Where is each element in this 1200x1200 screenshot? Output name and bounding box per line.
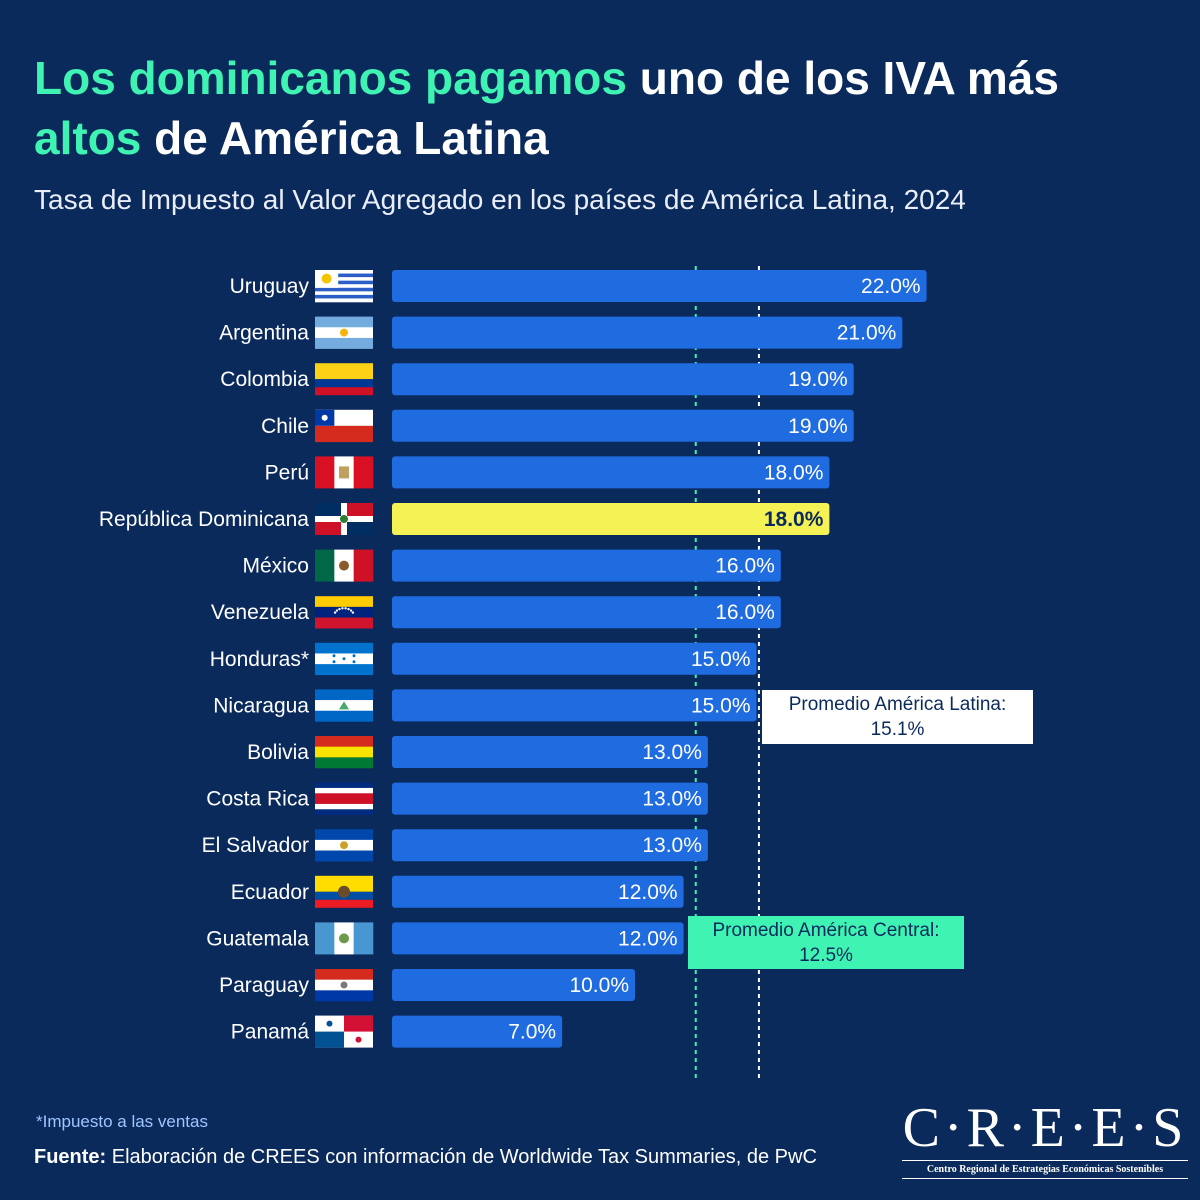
bar-value-label: 7.0%: [508, 1021, 556, 1044]
bar: [392, 829, 708, 862]
category-label: República Dominicana: [99, 508, 309, 531]
venezuela-flag: [315, 596, 373, 629]
bar: [392, 270, 927, 302]
latam-average-value: 15.1%: [870, 719, 925, 740]
footnote: *Impuesto a las ventas: [36, 1112, 208, 1131]
uruguay-flag: [315, 270, 373, 303]
bar: [392, 689, 757, 722]
bar: [392, 922, 684, 955]
source-text: Elaboración de CREES con información de …: [106, 1146, 817, 1168]
category-label: Costa Rica: [206, 788, 309, 811]
title-middle: uno de los IVA más: [627, 52, 1059, 104]
source-note: Fuente: Elaboración de CREES con informa…: [34, 1146, 817, 1169]
category-label: Colombia: [220, 368, 309, 391]
bar-value-label: 13.0%: [642, 741, 702, 764]
bar-value-label: 22.0%: [861, 275, 921, 298]
mexico-flag: [315, 549, 374, 582]
bar-value-label: 10.0%: [569, 974, 629, 997]
title-highlight-2: altos: [34, 112, 142, 164]
central-average-callout: Promedio América Central: 12.5%: [688, 916, 964, 969]
honduras-flag: [315, 642, 373, 676]
bar-value-label: 21.0%: [837, 322, 897, 345]
category-label: Chile: [261, 415, 309, 438]
category-label: Uruguay: [230, 275, 310, 298]
latam-average-label: Promedio América Latina:: [788, 694, 1007, 715]
bar: [392, 736, 708, 768]
dominican-republic-flag: [315, 503, 373, 535]
bar: [392, 409, 854, 442]
bar-value-label: 15.0%: [691, 648, 751, 671]
bar-value-label: 12.0%: [618, 881, 678, 904]
logo-wordmark: C·R·E·E·S: [902, 1097, 1188, 1159]
bar: [392, 642, 757, 675]
panama-flag: [315, 1015, 373, 1048]
bar: [392, 875, 684, 908]
costa-rica-flag: [315, 782, 373, 815]
bar-value-label: 13.0%: [642, 788, 702, 811]
category-label: Argentina: [219, 322, 309, 345]
bar: [392, 549, 781, 582]
category-label: Venezuela: [211, 601, 309, 624]
title-highlight-1: Los dominicanos pagamos: [34, 52, 627, 104]
bar-chart: 22.0% Uruguay 21.0% Argentina 19.0% Colombia 1…: [99, 266, 927, 1082]
bar: [392, 363, 854, 396]
title-end: de América Latina: [141, 112, 549, 164]
chart-title: Los dominicanos pagamos uno de los IVA m…: [34, 48, 1164, 168]
bar-value-label: 18.0%: [764, 508, 824, 531]
latam-average-callout: Promedio América Latina: 15.1%: [762, 690, 1033, 744]
category-label: Honduras*: [210, 648, 309, 671]
bar: [392, 969, 635, 1001]
crees-logo: C·R·E·E·S Centro Regional de Estrategias…: [902, 1098, 1188, 1179]
bar: [392, 456, 830, 489]
central-average-value: 12.5%: [799, 945, 853, 966]
category-label: Ecuador: [231, 881, 309, 904]
source-label: Fuente:: [34, 1146, 107, 1168]
category-label: Panamá: [231, 1021, 310, 1044]
bar: [392, 782, 708, 815]
bar-value-label: 19.0%: [788, 368, 848, 391]
el-salvador-flag: [315, 829, 373, 862]
central-average-label: Promedio América Central:: [712, 920, 940, 941]
logo-tagline: Centro Regional de Estrategias Económica…: [902, 1160, 1188, 1179]
category-label: El Salvador: [202, 834, 309, 857]
bar: [392, 316, 903, 349]
colombia-flag: [315, 363, 373, 396]
guatemala-flag: [315, 922, 374, 955]
chile-flag: [315, 409, 373, 443]
bolivia-flag: [315, 736, 373, 769]
argentina-flag: [315, 316, 373, 349]
category-label: México: [242, 555, 309, 578]
chart-subtitle: Tasa de Impuesto al Valor Agregado en lo…: [34, 184, 966, 215]
category-label: Nicaragua: [213, 694, 309, 717]
bar: [392, 596, 781, 629]
bar-value-label: 18.0%: [764, 461, 824, 484]
bar-value-label: 16.0%: [715, 555, 775, 578]
paraguay-flag: [315, 969, 373, 1002]
ecuador-flag: [315, 875, 373, 908]
bar: [392, 1015, 563, 1048]
category-label: Guatemala: [206, 927, 309, 950]
peru-flag: [315, 456, 374, 489]
category-label: Bolivia: [247, 741, 309, 764]
bar-highlighted: [392, 503, 830, 535]
bar-value-label: 13.0%: [642, 834, 702, 857]
bar-value-label: 15.0%: [691, 694, 751, 717]
category-label: Perú: [265, 461, 309, 484]
bar-value-label: 12.0%: [618, 927, 678, 950]
bar-value-label: 19.0%: [788, 415, 848, 438]
nicaragua-flag: [315, 689, 373, 722]
bar-value-label: 16.0%: [715, 601, 775, 624]
category-label: Paraguay: [219, 974, 309, 997]
